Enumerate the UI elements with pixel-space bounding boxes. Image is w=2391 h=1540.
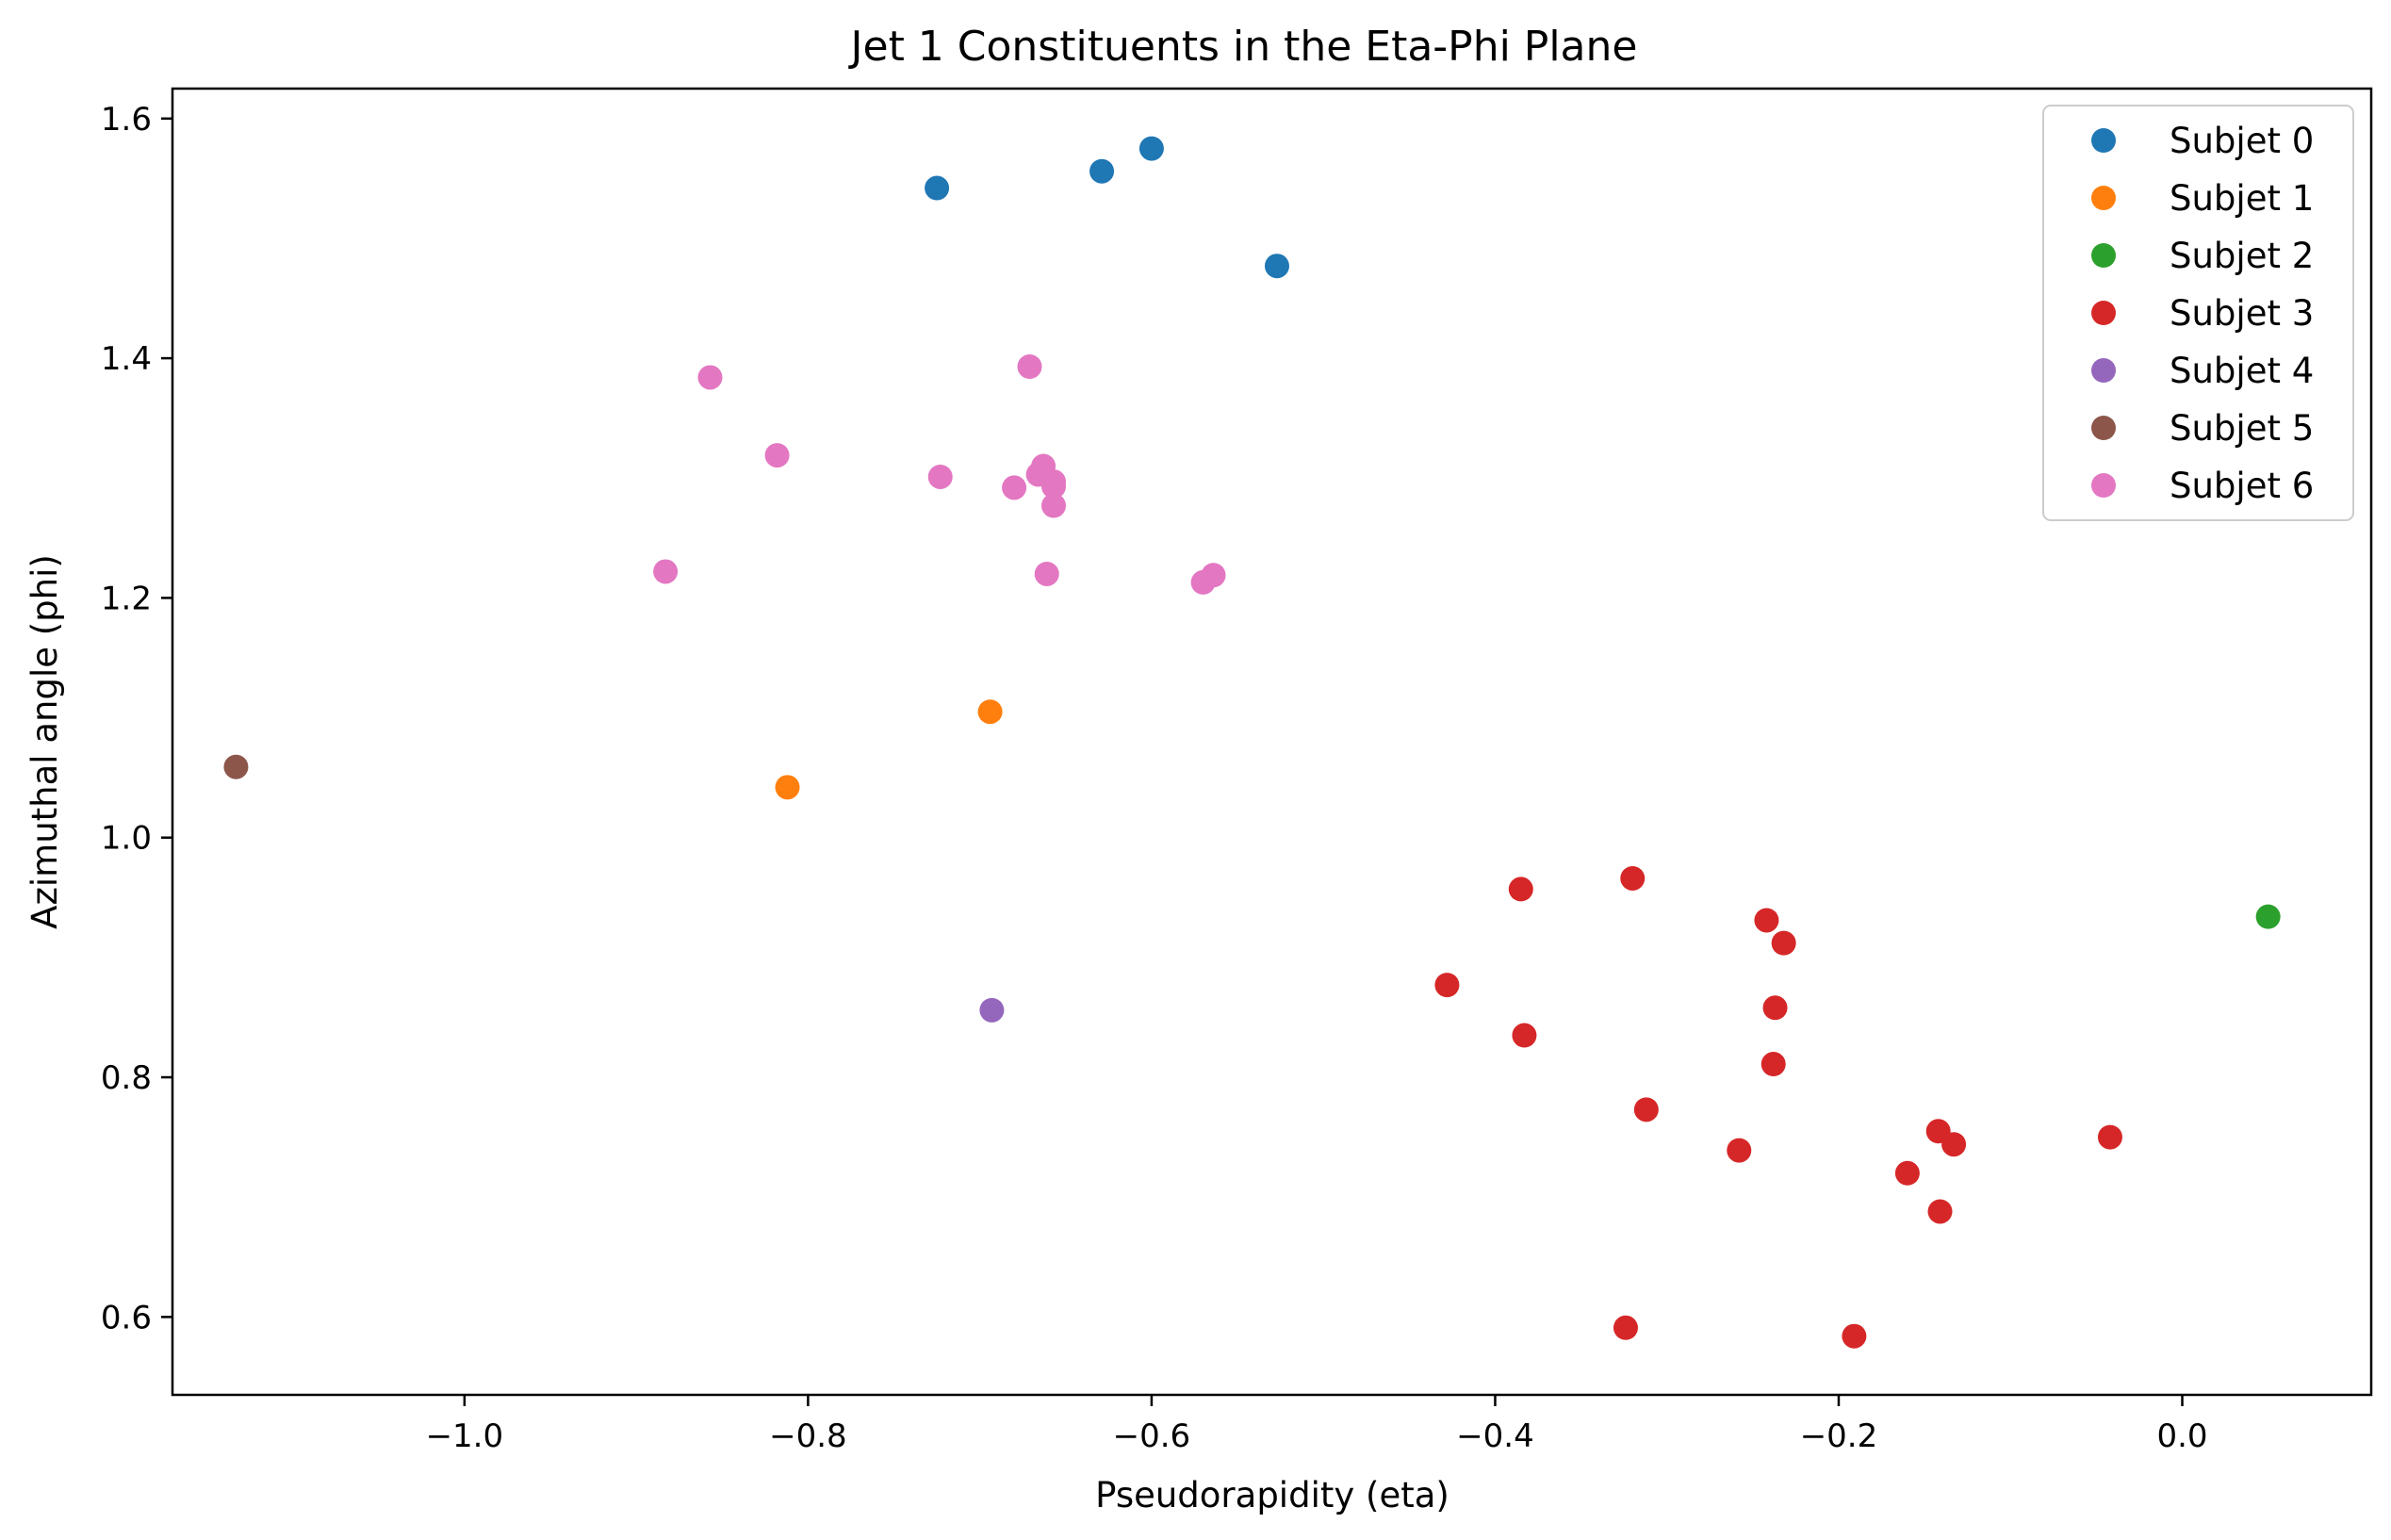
y-tick-label: 1.4 [101, 340, 152, 378]
y-tick-label: 1.0 [101, 820, 152, 858]
data-point-subjet-3 [1512, 1023, 1537, 1048]
legend-label-subjet-4: Subjet 4 [2170, 351, 2314, 391]
legend-box [2042, 105, 2354, 521]
data-point-subjet-6 [927, 464, 953, 489]
y-tick-label: 1.2 [101, 580, 152, 617]
x-tick-label: −0.4 [1456, 1417, 1534, 1455]
y-tick-label: 0.6 [101, 1299, 152, 1336]
data-point-subjet-6 [1002, 475, 1027, 500]
data-point-subjet-3 [1727, 1138, 1752, 1163]
y-axis-label: Azimuthal angle (phi) [25, 554, 65, 929]
legend-label-subjet-3: Subjet 3 [2170, 293, 2314, 334]
data-point-subjet-4 [979, 997, 1005, 1023]
legend-items: Subjet 0 Subjet 1 Subjet 2 Subjet 3 Subjet 4… [2091, 121, 2314, 506]
data-point-subjet-3 [1434, 973, 1460, 998]
data-point-subjet-3 [1508, 876, 1533, 902]
data-point-subjet-1 [775, 775, 800, 800]
legend-marker-subjet-6 [2091, 473, 2116, 498]
data-point-subjet-6 [1017, 354, 1042, 380]
data-point-subjet-0 [925, 175, 950, 201]
plot-area: −1.0 −0.8 −0.6 −0.4 −0.2 0.0 0.6 0.8 1.0 1.2 1.4 1.… [101, 87, 2373, 1455]
y-tick-label: 1.6 [101, 101, 152, 139]
legend-marker-subjet-3 [2091, 301, 2116, 325]
data-point-subjet-3 [1613, 1315, 1638, 1340]
x-tick-label: −0.6 [1113, 1417, 1191, 1455]
data-point-subjet-6 [764, 443, 790, 468]
legend-label-subjet-1: Subjet 1 [2170, 178, 2314, 219]
data-point-subjet-1 [977, 699, 1003, 725]
data-point-subjet-3 [1754, 908, 1779, 933]
legend-marker-subjet-2 [2091, 243, 2116, 268]
data-point-subjet-3 [1771, 930, 1796, 956]
data-point-subjet-3 [2097, 1124, 2122, 1150]
data-point-subjet-5 [223, 754, 249, 779]
data-point-subjet-2 [2255, 904, 2281, 929]
data-point-subjet-3 [1762, 995, 1788, 1021]
axis-ticks: −1.0 −0.8 −0.6 −0.4 −0.2 0.0 0.6 0.8 1.0 1.2 1.4 1.… [101, 101, 2208, 1455]
data-point-subjet-3 [1620, 865, 1646, 891]
legend-marker-subjet-5 [2091, 416, 2116, 440]
x-tick-label: −1.0 [426, 1417, 504, 1455]
data-point-subjet-0 [1089, 158, 1115, 184]
legend-marker-subjet-0 [2091, 128, 2116, 153]
legend-marker-subjet-4 [2091, 358, 2116, 383]
data-point-subjet-6 [697, 365, 723, 390]
data-point-subjet-3 [1842, 1323, 1867, 1349]
legend: Subjet 0 Subjet 1 Subjet 2 Subjet 3 Subjet 4… [2042, 105, 2354, 521]
x-axis-label: Pseudorapidity (eta) [1095, 1475, 1449, 1515]
x-tick-label: 0.0 [2156, 1417, 2207, 1455]
data-point-subjet-6 [1034, 561, 1059, 586]
data-point-subjet-0 [1264, 254, 1289, 279]
legend-label-subjet-0: Subjet 0 [2170, 121, 2314, 161]
plot-frame [171, 87, 2373, 1397]
x-tick-label: −0.8 [769, 1417, 847, 1455]
data-point-subjet-6 [1041, 493, 1067, 518]
data-point-subjet-6 [653, 559, 679, 584]
legend-label-subjet-2: Subjet 2 [2170, 236, 2314, 276]
legend-label-subjet-5: Subjet 5 [2170, 408, 2314, 449]
legend-marker-subjet-1 [2091, 186, 2116, 210]
data-point-subjet-3 [1760, 1052, 1786, 1077]
data-point-subjet-3 [1633, 1097, 1659, 1122]
data-point-subjet-6 [1041, 474, 1067, 500]
x-tick-label: −0.2 [1800, 1417, 1878, 1455]
legend-label-subjet-6: Subjet 6 [2170, 466, 2314, 506]
data-point-subjet-3 [1941, 1132, 1967, 1157]
data-point-subjet-3 [1894, 1160, 1920, 1186]
data-points [223, 136, 2281, 1349]
data-point-subjet-3 [1927, 1199, 1953, 1224]
data-point-subjet-0 [1138, 136, 1164, 161]
data-point-subjet-6 [1190, 569, 1216, 595]
chart-title: Jet 1 Constituents in the Eta-Phi Plane [848, 23, 1638, 71]
y-tick-label: 0.8 [101, 1059, 152, 1097]
